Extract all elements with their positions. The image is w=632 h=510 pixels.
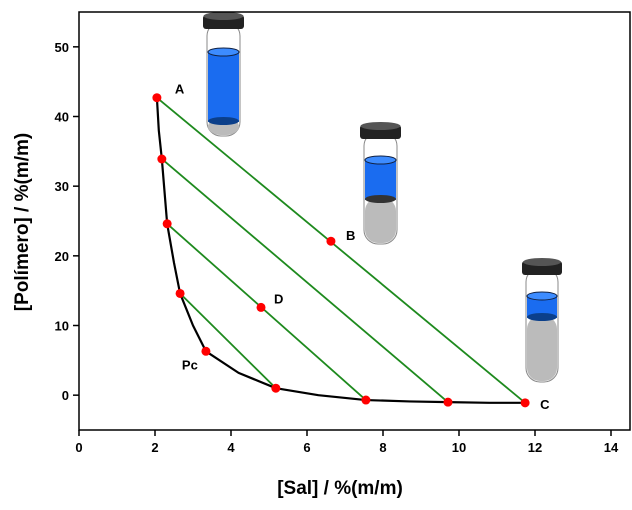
x-axis-title: [Sal] / %(m/m) bbox=[277, 478, 403, 499]
point bbox=[163, 219, 172, 228]
x-tick-label: 10 bbox=[452, 440, 466, 455]
point bbox=[152, 93, 161, 102]
x-tick-label: 8 bbox=[379, 440, 386, 455]
point bbox=[176, 289, 185, 298]
x-tick-label: 0 bbox=[75, 440, 82, 455]
point bbox=[443, 398, 452, 407]
point bbox=[271, 384, 280, 393]
x-tick-label: 2 bbox=[151, 440, 158, 455]
y-axis-title: [Polímero] / %(m/m) bbox=[12, 133, 33, 311]
y-tick-label: 0 bbox=[62, 388, 69, 403]
point bbox=[326, 237, 335, 246]
point bbox=[201, 347, 210, 356]
test-tube bbox=[360, 122, 401, 244]
point bbox=[361, 396, 370, 405]
test-tube bbox=[203, 12, 244, 136]
point-label: Pc bbox=[182, 357, 198, 372]
tie-line bbox=[167, 224, 366, 400]
test-tube bbox=[522, 258, 562, 382]
x-tick-label: 12 bbox=[528, 440, 542, 455]
y-tick-label: 50 bbox=[55, 40, 69, 55]
x-tick-label: 6 bbox=[303, 440, 310, 455]
point bbox=[157, 154, 166, 163]
point bbox=[521, 398, 530, 407]
point bbox=[257, 303, 266, 312]
tie-line bbox=[162, 159, 448, 402]
y-tick-label: 40 bbox=[55, 110, 69, 125]
point-label: A bbox=[175, 82, 185, 97]
y-tick-label: 20 bbox=[55, 249, 69, 264]
point-label: B bbox=[346, 228, 355, 243]
y-tick-label: 30 bbox=[55, 179, 69, 194]
y-tick-label: 10 bbox=[55, 319, 69, 334]
point-label: C bbox=[540, 397, 550, 412]
point-label: D bbox=[274, 291, 283, 306]
chart: [Sal] / %(m/m) [Polímero] / %(m/m) 0 2 4 6 8… bbox=[0, 0, 632, 510]
x-tick-label: 4 bbox=[227, 440, 235, 455]
tie-line bbox=[157, 98, 525, 403]
x-tick-label: 14 bbox=[604, 440, 619, 455]
